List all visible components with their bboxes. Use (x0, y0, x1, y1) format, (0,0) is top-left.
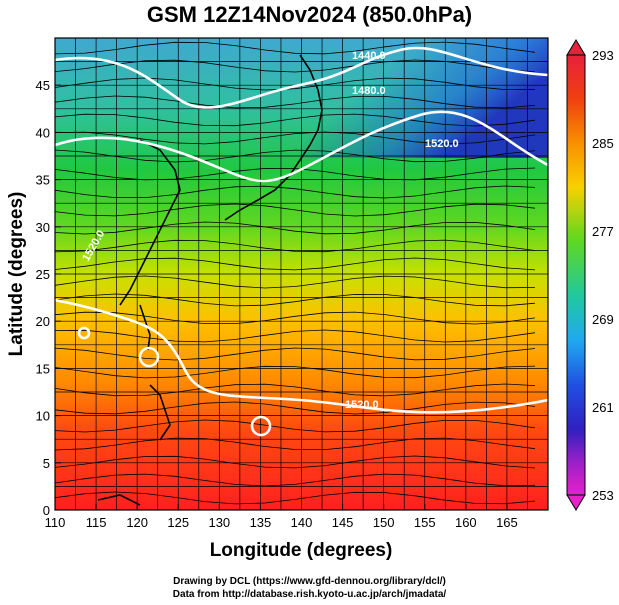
streamline (55, 221, 536, 235)
x-tick-label: 130 (208, 515, 230, 530)
streamline (55, 41, 536, 55)
streamline (55, 275, 536, 289)
streamline (55, 419, 536, 433)
chart-title: GSM 12Z14Nov2024 (850.0hPa) (146, 2, 473, 27)
x-tick-label: 120 (126, 515, 148, 530)
y-tick-label: 10 (36, 409, 50, 424)
x-tick-label: 135 (250, 515, 272, 530)
streamline (55, 167, 536, 181)
colorbar-top-arrow (566, 39, 586, 56)
x-tick-label: 155 (414, 515, 436, 530)
coastlines (97, 54, 323, 506)
streamline (55, 131, 536, 145)
x-tick-label: 115 (86, 515, 107, 530)
contour-label: 1520.0 (425, 138, 459, 150)
x-tick-label: 110 (45, 515, 66, 530)
streamline (55, 437, 536, 451)
colorbar: 293 285 277 269 261 253 (566, 39, 614, 511)
colorbar-tick-label: 269 (592, 312, 614, 327)
credit-data-source: Data from http://database.rish.kyoto-u.a… (172, 589, 447, 600)
grid-lines (55, 38, 548, 510)
y-tick-label: 45 (36, 78, 50, 93)
contour-label: 1520.0 (345, 399, 379, 411)
colorbar-tick-label: 261 (592, 400, 614, 415)
colorbar-tick-label: 285 (592, 136, 614, 151)
contour-label: 1440.0 (352, 50, 386, 62)
y-tick-label: 25 (36, 267, 50, 282)
streamline (55, 95, 536, 109)
height-contours (55, 46, 548, 437)
y-axis-label: Latitude (degrees) (6, 192, 27, 357)
y-tick-label: 0 (43, 503, 50, 518)
x-tick-label: 140 (291, 515, 313, 530)
x-axis-label: Longitude (degrees) (210, 540, 393, 561)
y-tick-label: 20 (36, 314, 50, 329)
contour-label: 1480.0 (352, 85, 386, 97)
y-tick-label: 15 (36, 361, 50, 376)
streamline (55, 203, 536, 217)
colorbar-tick-label: 293 (592, 48, 614, 63)
x-tick-label: 165 (496, 515, 518, 530)
x-tick-label: 125 (167, 515, 189, 530)
y-tick-label: 35 (36, 173, 50, 188)
streamline (55, 383, 536, 397)
streamline (55, 401, 536, 415)
streamline (55, 257, 536, 271)
x-tick-label: 145 (332, 515, 354, 530)
colorbar-bottom-arrow (566, 494, 586, 511)
streamline (55, 149, 536, 163)
streamline (55, 347, 536, 361)
x-tick-label: 150 (373, 515, 395, 530)
y-tick-label: 5 (43, 456, 50, 471)
y-tick-label: 30 (36, 220, 50, 235)
streamline (55, 329, 536, 343)
temperature-field: 1440.0 1480.0 1520.0 1520.0 1520.0 (55, 38, 548, 510)
colorbar-tick-label: 253 (592, 488, 614, 503)
streamline (55, 185, 536, 199)
y-axis-ticks: 0 5 10 15 20 25 30 35 40 45 (36, 78, 61, 518)
x-tick-label: 160 (455, 515, 477, 530)
y-tick-label: 40 (36, 125, 50, 140)
streamlines (55, 41, 536, 505)
streamline (55, 365, 536, 379)
streamline (55, 473, 536, 487)
x-axis-ticks: 110 115 120 125 130 135 140 145 150 155 160 165 (45, 504, 518, 530)
streamline (55, 239, 536, 253)
streamline (55, 455, 536, 469)
credit-dcl: Drawing by DCL (https://www.gfd-dennou.o… (173, 576, 446, 587)
colorbar-tick-label: 277 (592, 224, 614, 239)
streamline (55, 59, 536, 73)
streamline (55, 293, 536, 307)
colorbar-bar (566, 54, 586, 496)
streamline (55, 113, 536, 127)
streamline (55, 491, 536, 505)
